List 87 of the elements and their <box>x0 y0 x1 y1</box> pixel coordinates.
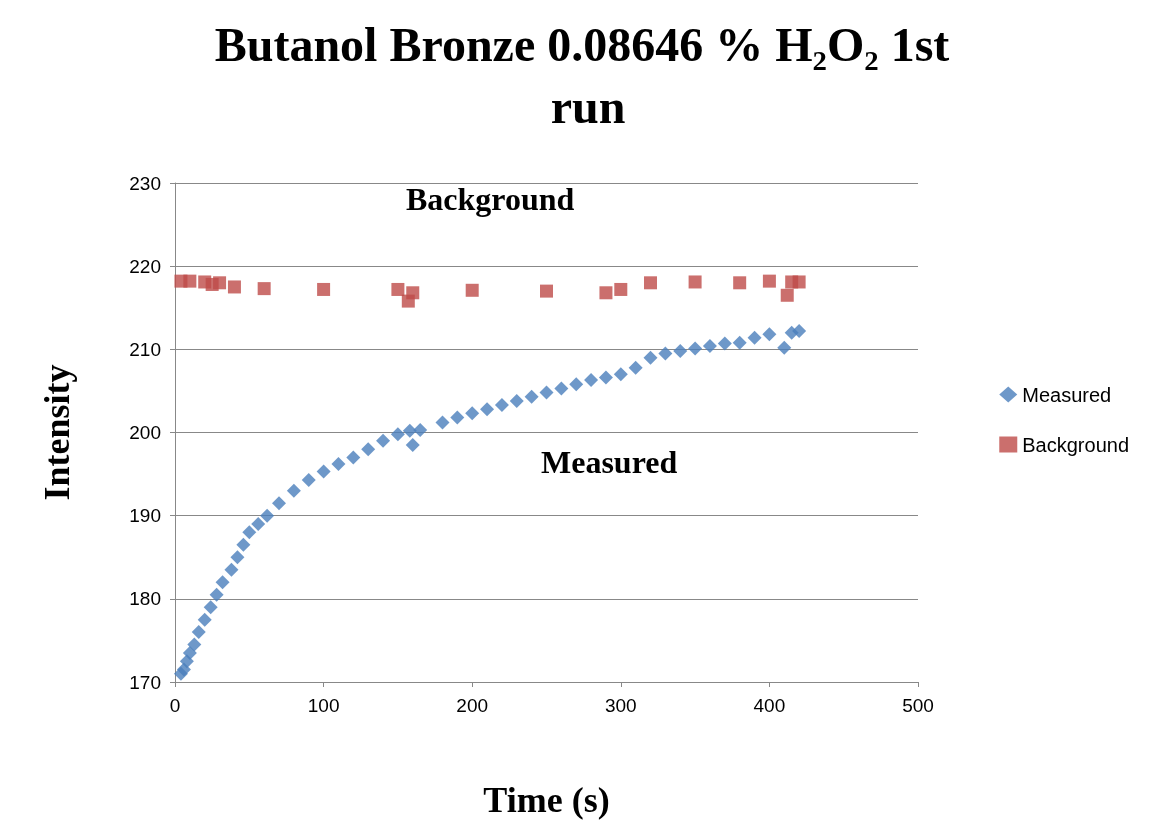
annotation: Background <box>406 181 575 217</box>
point <box>203 600 218 615</box>
point <box>717 336 732 351</box>
point <box>242 525 257 540</box>
point <box>197 612 212 627</box>
point <box>539 385 554 400</box>
y-tick-label: 220 <box>129 255 161 277</box>
point <box>465 406 480 421</box>
point <box>331 457 346 472</box>
point <box>732 335 747 350</box>
point <box>780 288 794 302</box>
point <box>465 283 479 297</box>
point <box>260 508 275 523</box>
point <box>494 398 509 413</box>
y-tick-label: 230 <box>129 172 161 194</box>
x-tick-label: 400 <box>753 695 786 716</box>
y-tick-label: 180 <box>129 588 161 610</box>
point <box>402 423 417 438</box>
point <box>272 496 287 511</box>
point <box>406 286 420 300</box>
point <box>224 562 239 577</box>
point <box>599 286 613 300</box>
point <box>792 324 807 339</box>
point <box>792 275 806 289</box>
point <box>227 280 241 294</box>
point <box>376 433 391 448</box>
point <box>413 423 428 438</box>
point <box>182 645 197 660</box>
point <box>346 450 361 465</box>
point <box>554 381 569 396</box>
x-tick-label: 300 <box>604 695 637 716</box>
point <box>480 402 495 417</box>
point <box>658 346 673 361</box>
chart-title: Butanol Bronze 0.08646 % H₂O₂ 1st run <box>214 17 962 133</box>
point <box>361 442 376 457</box>
point <box>301 472 316 487</box>
point <box>628 360 643 375</box>
point <box>688 341 703 356</box>
x-tick-label: 100 <box>307 695 340 716</box>
point <box>762 274 776 288</box>
point <box>733 276 747 290</box>
point <box>215 575 230 590</box>
point <box>391 282 405 296</box>
point <box>209 587 224 602</box>
point <box>390 427 405 442</box>
annotation: Measured <box>541 444 678 480</box>
point <box>230 550 245 565</box>
point <box>435 415 450 430</box>
y-tick-label: 190 <box>129 505 161 527</box>
point <box>213 276 227 290</box>
point <box>509 393 524 408</box>
point <box>702 339 717 354</box>
point <box>614 282 628 296</box>
point <box>524 389 539 404</box>
point <box>257 282 271 296</box>
y-tick-label: 200 <box>129 422 161 443</box>
point <box>643 350 658 365</box>
x-tick-label: 0 <box>169 695 181 716</box>
point <box>317 282 331 296</box>
point <box>405 437 420 452</box>
point <box>762 327 777 342</box>
point <box>450 410 465 425</box>
point <box>316 464 331 479</box>
point <box>688 275 702 289</box>
point <box>644 276 658 290</box>
y-tick-label: 170 <box>129 671 161 693</box>
point <box>598 370 613 385</box>
x-axis-title: Time (s) <box>483 780 610 820</box>
point <box>187 637 202 652</box>
y-axis-title: Intensity <box>37 364 77 501</box>
point <box>777 340 792 355</box>
point <box>673 344 688 358</box>
point <box>584 373 599 388</box>
point <box>569 377 584 392</box>
x-tick-label: 200 <box>456 695 489 716</box>
point <box>236 537 251 552</box>
point <box>251 516 266 531</box>
point <box>191 625 206 640</box>
x-tick-label: 500 <box>902 695 934 716</box>
point <box>183 274 197 288</box>
y-tick-label: 210 <box>129 338 161 360</box>
point <box>613 367 628 382</box>
point <box>747 330 762 345</box>
legend-label: Background <box>1022 433 1130 456</box>
point <box>286 483 301 498</box>
legend-label: Measured <box>1022 383 1112 406</box>
point <box>540 284 553 298</box>
